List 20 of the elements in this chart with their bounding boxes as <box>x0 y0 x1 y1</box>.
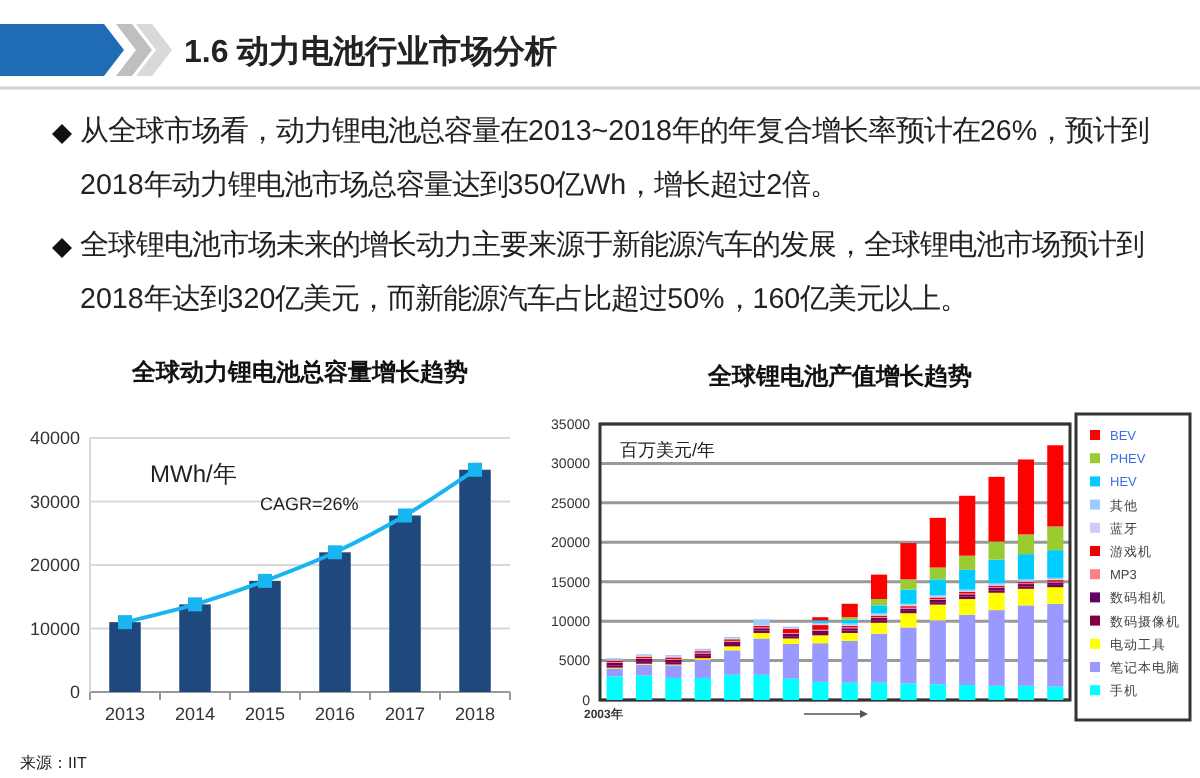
text: 1.6 动力电池行业市场分析 <box>184 34 558 70</box>
y-tick-label: 0 <box>69 682 80 703</box>
chart-title: 全球锂电池产值增长趋势 <box>706 362 972 390</box>
y-tick-label: 10000 <box>29 618 80 639</box>
y-tick-label: 30000 <box>29 491 80 512</box>
x-tick-label: 2016 <box>314 704 356 724</box>
x-tick-label: 2015 <box>244 704 286 724</box>
x-tick-label: 2018 <box>454 704 496 724</box>
source-note: 来源：IIT <box>20 754 87 772</box>
x-tick-label: 2017 <box>384 704 426 724</box>
y-tick-label: 20000 <box>29 555 80 576</box>
text: 全球锂电池市场未来的增长动力主要来源于新能源汽车的发展，全球锂电池市场预计到2018年达到320亿美元，而新能源汽车占比超过50%，160亿美元以上。 <box>80 227 1146 320</box>
x-tick-label: 2013 <box>104 704 146 724</box>
y-tick-label: 40000 <box>29 428 80 449</box>
text: 从全球市场看，动力锂电池总容量在2013~2018年的年复合增长率预计在26%，预计到2018年动力锂电池市场总容量达到350亿Wh，增长超过2倍。 <box>80 113 1152 206</box>
annotation: 百万美元/年 <box>620 440 716 460</box>
chart-title: 全球动力锂电池总容量增长趋势 <box>130 358 468 386</box>
x-tick-label: 2014 <box>174 704 216 724</box>
annotation: MWh/年 <box>150 460 237 488</box>
annotation: CAGR=26% <box>260 494 359 514</box>
